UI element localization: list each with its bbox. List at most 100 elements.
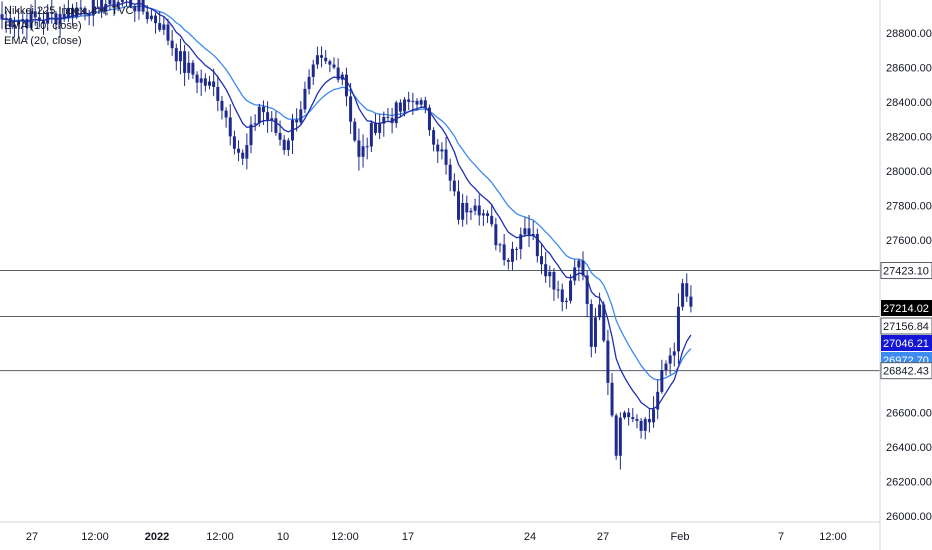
candle xyxy=(154,12,158,34)
candle xyxy=(407,91,411,111)
svg-text:26842.43: 26842.43 xyxy=(883,366,929,378)
candle xyxy=(540,243,543,275)
legend-ema-slow: EMA (20, close) xyxy=(4,35,82,47)
candle xyxy=(556,280,560,299)
candle xyxy=(477,194,481,226)
candle xyxy=(158,11,162,32)
x-tick-label: 10 xyxy=(277,531,289,543)
candle xyxy=(365,137,369,160)
candle xyxy=(4,10,8,33)
candle xyxy=(519,227,523,260)
candle xyxy=(660,359,664,394)
price-label-last: 27214.02 xyxy=(881,300,932,316)
candle xyxy=(469,207,473,221)
y-tick-label: 28600.00 xyxy=(886,63,932,75)
candle xyxy=(245,133,249,170)
candle xyxy=(241,149,245,166)
candle xyxy=(390,107,394,134)
candle xyxy=(286,138,290,156)
candle xyxy=(17,9,21,38)
candle xyxy=(569,274,573,304)
candle xyxy=(62,4,66,22)
chart-legend: Nikkei 225 Index, 4H, TVC EMA (10, close… xyxy=(4,4,133,49)
candle xyxy=(639,418,643,439)
candle xyxy=(332,57,336,70)
candle xyxy=(108,0,112,11)
candle xyxy=(299,101,303,125)
candle xyxy=(652,396,656,428)
candle xyxy=(668,347,672,375)
ema-fast-group xyxy=(1,1,692,410)
candle xyxy=(187,51,191,80)
candle xyxy=(212,68,216,97)
y-tick-label: 28200.00 xyxy=(886,132,932,144)
candle xyxy=(548,265,552,288)
price-labels: 27423.1027214.0227156.8427046.2126972.70… xyxy=(880,262,932,380)
x-tick-label: 27 xyxy=(597,531,609,543)
legend-title: Nikkei 225 Index, 4H, TVC xyxy=(4,5,134,17)
candle xyxy=(29,4,33,31)
price-label-level: 26842.43 xyxy=(880,362,932,380)
candle xyxy=(291,113,294,154)
candle xyxy=(502,233,506,266)
candle xyxy=(573,259,577,286)
candle xyxy=(494,217,498,251)
hline-group xyxy=(0,270,880,372)
ema-slow-line xyxy=(1,5,692,381)
ema-slow-group xyxy=(1,5,692,381)
candle xyxy=(183,44,187,87)
candle xyxy=(21,10,25,35)
y-tick-label: 26600.00 xyxy=(886,408,932,420)
candle xyxy=(378,114,382,140)
ema-fast-line xyxy=(1,1,692,410)
candle xyxy=(178,38,182,75)
y-tick-label: 28000.00 xyxy=(886,166,932,178)
candle xyxy=(577,258,581,281)
candle xyxy=(100,0,104,19)
candle xyxy=(237,140,241,162)
candle xyxy=(664,360,668,376)
candle xyxy=(232,130,236,155)
candle xyxy=(506,257,510,270)
candle xyxy=(473,198,477,216)
candle xyxy=(369,120,373,152)
svg-text:27156.84: 27156.84 xyxy=(883,321,929,333)
candle xyxy=(87,9,91,26)
candle xyxy=(535,228,539,263)
y-tick-label: 26200.00 xyxy=(886,477,932,489)
candle xyxy=(112,0,116,17)
candle xyxy=(560,283,564,312)
candle xyxy=(71,3,75,26)
candle xyxy=(598,292,602,321)
candle xyxy=(274,111,278,136)
candle xyxy=(336,58,340,83)
candle xyxy=(593,307,597,354)
price-label-ema_fast: 27046.21 xyxy=(881,335,932,351)
price-label-level: 27423.10 xyxy=(880,262,932,280)
candle xyxy=(523,217,527,238)
candle xyxy=(457,180,460,225)
candle xyxy=(527,214,531,247)
candle xyxy=(224,107,228,128)
candle xyxy=(606,329,610,396)
candle xyxy=(585,270,589,318)
candle xyxy=(689,285,693,313)
candle xyxy=(623,410,626,420)
candle xyxy=(25,9,29,40)
candle xyxy=(66,0,70,22)
candle xyxy=(685,273,689,302)
candle xyxy=(423,96,427,114)
candle xyxy=(614,413,618,460)
candle xyxy=(253,114,257,131)
svg-text:27046.21: 27046.21 xyxy=(883,338,929,350)
candle xyxy=(432,127,436,152)
candle xyxy=(324,50,328,65)
candle xyxy=(427,104,431,136)
candle xyxy=(589,299,593,358)
candle xyxy=(602,301,606,343)
candle xyxy=(340,71,344,86)
candle xyxy=(490,205,494,227)
candle xyxy=(266,101,270,133)
candle xyxy=(386,107,390,122)
